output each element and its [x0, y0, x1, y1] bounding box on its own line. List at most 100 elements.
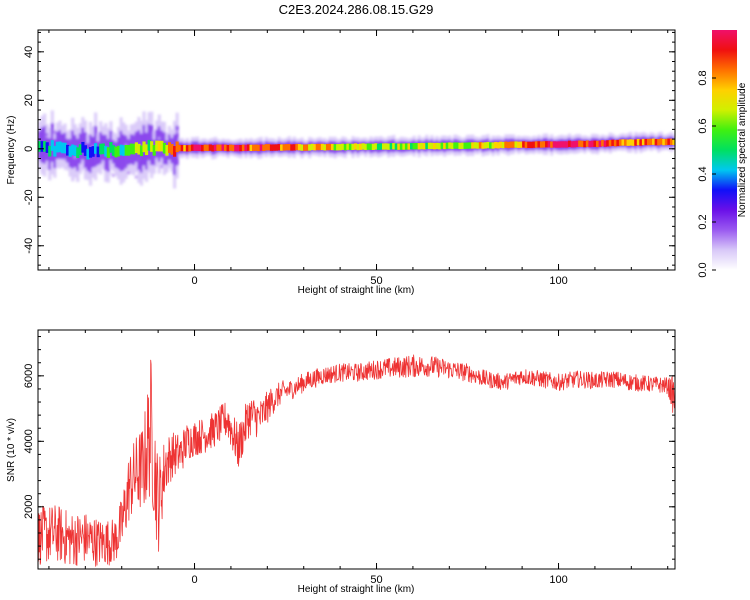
- spectrogram-core-cell: [170, 144, 174, 155]
- spectrogram-core-cell: [496, 142, 500, 149]
- spectrogram-core-cell: [229, 144, 233, 151]
- spectrogram-core-cell: [86, 148, 90, 160]
- spectrogram-core-cell: [453, 142, 457, 149]
- spectrogram-core-cell: [466, 142, 470, 149]
- spectrogram-core-cell: [504, 141, 508, 148]
- spectrogram-core-cell: [394, 143, 398, 150]
- spectrogram-core-cell: [517, 141, 521, 148]
- spectrogram-core-cell: [302, 144, 307, 151]
- spectrogram-core-cell: [241, 144, 245, 151]
- spectrogram-core-cell: [221, 144, 225, 151]
- spectrogram-core-cell: [432, 143, 437, 150]
- spectrogram-core-cell: [621, 139, 625, 146]
- spectrogram-core-cell: [356, 143, 360, 151]
- spectrogram-core-cell: [404, 143, 409, 150]
- spectrogram-y-tick-label: 0: [23, 146, 35, 152]
- spectrogram-core-cell: [213, 144, 217, 151]
- spectrogram-core-cell: [88, 147, 93, 158]
- spectrogram-core-cell: [476, 142, 480, 149]
- spectrogram-core-cell: [185, 145, 189, 152]
- spectrogram-core-cell: [249, 144, 253, 152]
- spectrogram-core-cell: [438, 143, 442, 150]
- spectrogram-core-cell: [127, 145, 131, 156]
- spectrogram-band: [38, 110, 675, 189]
- spectrogram-speckle: [73, 155, 77, 159]
- spectrogram-core-cell: [590, 140, 595, 147]
- spectrogram-core-cell: [618, 139, 623, 146]
- spectrogram-core-cell: [611, 139, 615, 146]
- spectrogram-core-cell: [364, 143, 368, 151]
- spectrogram-speckle: [114, 144, 118, 148]
- spectrogram-core-cell: [234, 144, 238, 152]
- spectrogram-core-cell: [346, 143, 350, 150]
- spectrogram-core-cell: [511, 141, 516, 148]
- spectrogram-core-cell: [287, 144, 291, 151]
- spectrogram-core-cell: [226, 144, 230, 152]
- spectrogram-core-cell: [402, 143, 406, 150]
- snr-ticks: 0 50 100 2000 4000 6000: [23, 330, 675, 586]
- spectrogram-core-cell: [407, 143, 411, 150]
- spectrogram-core-cell: [468, 142, 472, 149]
- spectrogram-core-cell: [231, 144, 235, 152]
- spectrogram-core-cell: [45, 142, 49, 153]
- spectrogram-core-cell: [111, 145, 116, 156]
- spectrogram-core-cell: [369, 143, 373, 150]
- spectrogram-core-cell: [254, 144, 258, 151]
- spectrogram-core-cell: [379, 143, 383, 150]
- spectrogram-core-cell: [183, 145, 187, 152]
- spectrogram-core-cell: [160, 140, 164, 152]
- spectrogram-core-cell: [443, 142, 447, 150]
- spectrogram-core-cell: [338, 144, 342, 151]
- spectrogram-core-cell: [667, 138, 671, 145]
- spectrogram-speckle: [63, 158, 67, 162]
- spectrogram-core-cell: [165, 145, 169, 156]
- spectrogram-core-cell: [66, 144, 70, 156]
- spectrogram-core-cell: [341, 143, 345, 150]
- spectrogram-core-cell: [308, 144, 312, 151]
- spectrogram-core-cell: [285, 144, 289, 151]
- spectrogram-core-cell: [565, 141, 569, 148]
- spectrogram-core-cell: [448, 142, 452, 149]
- spectrogram-core-cell: [175, 141, 179, 153]
- spectrogram-core-cell: [425, 142, 429, 150]
- spectrogram-core-cell: [180, 144, 184, 152]
- spectrogram-core-cell: [669, 138, 674, 145]
- spectrogram-core-cell: [376, 143, 381, 151]
- spectrogram-core-cell: [188, 145, 192, 152]
- spectrogram-core-cell: [641, 138, 646, 146]
- spectrogram-core-cell: [387, 143, 391, 150]
- spectrogram-core-cell: [646, 138, 651, 146]
- spectrogram-core-cell: [264, 144, 268, 151]
- spectrogram-core-cell: [331, 143, 335, 151]
- colorbar-tick-label: 0.8: [697, 70, 709, 85]
- spectrogram-core-cell: [652, 138, 656, 145]
- spectrogram-core-cell: [325, 143, 330, 151]
- colorbar-tick-label: 0.6: [697, 118, 709, 133]
- spectrogram-y-axis-label: Frequency (Hz): [6, 116, 17, 185]
- spectrogram-core-cell: [585, 140, 589, 147]
- spectrogram-speckle: [76, 178, 80, 182]
- spectrogram-core-cell: [206, 144, 210, 152]
- spectrogram-speckle: [78, 166, 82, 170]
- spectrogram-core-cell: [328, 143, 332, 151]
- spectrogram-core-cell: [63, 142, 67, 154]
- spectrogram-core-cell: [106, 147, 110, 158]
- spectrogram-core-cell: [267, 144, 271, 151]
- spectrogram-core-cell: [629, 139, 633, 146]
- spectrogram-core-cell: [96, 146, 100, 158]
- snr-y-tick-label: 4000: [23, 429, 35, 453]
- spectrogram-core-cell: [639, 139, 643, 146]
- spectrogram-core-cell: [420, 142, 424, 150]
- spectrogram-y-tick-label: 20: [23, 94, 35, 106]
- spectrogram-core-cell: [557, 141, 561, 148]
- spectrogram-core-cell: [560, 141, 564, 148]
- colorbar: 0.0 0.2 0.4 0.6 0.8 Normalized spectral ampl…: [697, 30, 748, 278]
- spectrogram-x-tick-label: 50: [370, 275, 382, 287]
- spectrogram-core-cell: [573, 141, 577, 148]
- spectrogram-core-cell: [81, 141, 85, 153]
- spectrogram-core-cell: [634, 139, 638, 146]
- spectrogram-core-cell: [236, 144, 240, 152]
- spectrogram-core-cell: [534, 141, 539, 148]
- spectrogram-core-cell: [211, 145, 215, 152]
- spectrogram-core-cell: [473, 142, 477, 149]
